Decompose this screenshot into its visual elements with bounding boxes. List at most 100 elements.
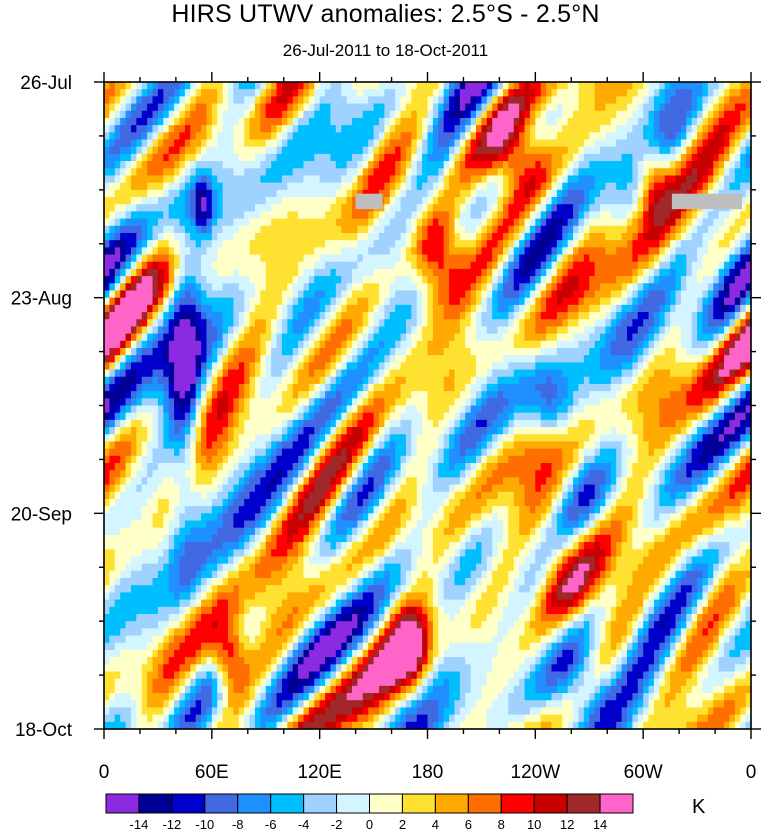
heatmap-cell <box>201 125 208 133</box>
heatmap-cell <box>594 139 601 148</box>
heatmap-cell <box>470 247 477 256</box>
heatmap-cell <box>184 197 191 205</box>
heatmap-cell <box>745 369 752 378</box>
heatmap-cell <box>578 232 585 241</box>
heatmap-cell <box>438 117 445 126</box>
heatmap-cell <box>335 333 342 342</box>
heatmap-cell <box>147 297 154 306</box>
heatmap-cell <box>573 283 580 292</box>
heatmap-cell <box>405 261 412 270</box>
heatmap-cell <box>670 232 677 241</box>
heatmap-cell <box>233 254 240 263</box>
heatmap-cell <box>702 225 709 234</box>
heatmap-cell <box>713 333 720 342</box>
heatmap-cell <box>519 355 526 363</box>
heatmap-cell <box>729 304 736 313</box>
heatmap-cell <box>104 347 110 356</box>
heatmap-cell <box>125 218 132 227</box>
heatmap-cell <box>438 82 445 90</box>
heatmap-cell <box>729 139 736 148</box>
heatmap-cell <box>211 110 218 119</box>
heatmap-cell <box>147 89 154 97</box>
heatmap-cell <box>443 182 450 191</box>
heatmap-cell <box>492 182 499 191</box>
heatmap-cell <box>308 261 315 270</box>
heatmap-cell <box>713 240 720 248</box>
heatmap-cell <box>411 225 418 234</box>
heatmap-cell <box>551 347 558 356</box>
heatmap-cell <box>298 369 305 378</box>
heatmap-cell <box>589 161 596 169</box>
heatmap-cell <box>201 139 208 148</box>
heatmap-cell <box>443 304 450 313</box>
heatmap-cell <box>201 261 208 270</box>
heatmap-cell <box>476 376 483 385</box>
heatmap-cell <box>605 268 612 277</box>
heatmap-cell <box>287 175 294 184</box>
heatmap-cell <box>707 146 714 155</box>
heatmap-cell <box>594 189 601 198</box>
heatmap-cell <box>745 204 752 212</box>
heatmap-cell <box>540 254 547 263</box>
heatmap-cell <box>244 326 251 335</box>
heatmap-cell <box>567 276 574 284</box>
heatmap-cell <box>578 254 585 263</box>
heatmap-cell <box>680 347 687 356</box>
heatmap-cell <box>492 297 499 306</box>
heatmap-cell <box>707 218 714 227</box>
heatmap-cell <box>637 139 644 148</box>
heatmap-cell <box>206 204 213 212</box>
heatmap-cell <box>546 82 553 90</box>
heatmap-cell <box>486 261 493 270</box>
heatmap-cell <box>680 161 687 169</box>
heatmap-cell <box>228 261 234 270</box>
heatmap-cell <box>502 225 509 234</box>
heatmap-cell <box>152 197 159 205</box>
heatmap-cell <box>206 117 213 126</box>
heatmap-cell <box>335 304 342 313</box>
heatmap-cell <box>745 261 752 270</box>
heatmap-cell <box>276 110 283 119</box>
heatmap-cell <box>573 326 580 335</box>
heatmap-cell <box>616 290 623 299</box>
heatmap-cell <box>174 290 181 299</box>
heatmap-cell <box>136 168 143 177</box>
heatmap-cell <box>470 355 477 363</box>
heatmap-cell <box>184 117 191 126</box>
heatmap-cell <box>163 240 170 248</box>
heatmap-cell <box>292 362 299 371</box>
heatmap-cell <box>389 125 396 133</box>
heatmap-cell <box>373 247 380 256</box>
heatmap-cell <box>276 89 283 97</box>
heatmap-cell <box>438 247 445 256</box>
heatmap-cell <box>368 89 375 97</box>
heatmap-cell <box>195 132 202 141</box>
heatmap-cell <box>174 369 181 378</box>
heatmap-cell <box>470 82 477 90</box>
heatmap-cell <box>319 304 326 313</box>
heatmap-cell <box>535 125 542 133</box>
heatmap-cell <box>141 110 148 119</box>
heatmap-cell <box>335 117 342 126</box>
heatmap-cell <box>546 139 553 148</box>
heatmap-cell <box>697 146 704 155</box>
heatmap-cell <box>357 362 364 371</box>
heatmap-cell <box>114 268 121 277</box>
heatmap-cell <box>233 340 240 349</box>
heatmap-cell <box>519 96 526 105</box>
heatmap-cell <box>357 132 364 141</box>
heatmap-cell <box>249 189 256 198</box>
heatmap-cell <box>130 261 137 270</box>
heatmap-cell <box>594 369 601 378</box>
heatmap-cell <box>697 333 704 342</box>
heatmap-cell <box>497 153 504 162</box>
heatmap-cell <box>497 96 504 105</box>
heatmap-cell <box>497 297 504 306</box>
heatmap-cell <box>465 326 472 335</box>
heatmap-cell <box>330 276 337 284</box>
heatmap-cell <box>427 376 434 385</box>
heatmap-cell <box>502 340 509 349</box>
heatmap-cell <box>184 268 191 277</box>
heatmap-cell <box>157 211 164 220</box>
